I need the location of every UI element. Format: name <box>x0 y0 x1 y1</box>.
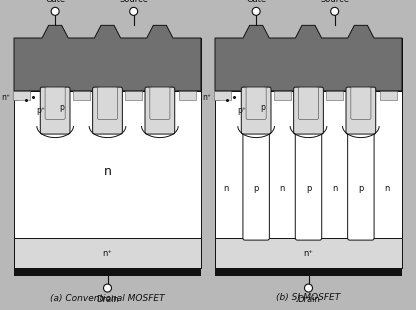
Bar <box>13 91 30 100</box>
Text: Gate: Gate <box>246 0 266 4</box>
FancyBboxPatch shape <box>145 87 175 134</box>
Bar <box>215 238 402 268</box>
Text: (a) Conventional MOSFET: (a) Conventional MOSFET <box>50 294 165 303</box>
Text: n: n <box>384 184 390 193</box>
Text: n: n <box>280 184 285 193</box>
FancyBboxPatch shape <box>97 87 118 119</box>
Bar <box>125 91 142 100</box>
Bar <box>326 91 343 100</box>
Bar <box>73 91 90 100</box>
Circle shape <box>252 7 260 16</box>
Text: p⁺: p⁺ <box>37 106 45 115</box>
Bar <box>14 38 201 91</box>
Bar <box>214 91 231 100</box>
Text: n: n <box>223 184 229 193</box>
Circle shape <box>130 7 138 16</box>
Circle shape <box>305 284 312 292</box>
Text: n⁺: n⁺ <box>304 249 313 258</box>
FancyBboxPatch shape <box>294 87 323 134</box>
Text: Drain: Drain <box>297 295 320 304</box>
Bar <box>179 91 196 100</box>
Text: p⁺: p⁺ <box>238 106 246 115</box>
FancyBboxPatch shape <box>40 87 70 134</box>
Text: p: p <box>306 184 311 193</box>
Text: n: n <box>104 165 111 178</box>
Text: p: p <box>260 103 265 112</box>
FancyBboxPatch shape <box>93 87 122 134</box>
Bar <box>14 38 201 268</box>
FancyBboxPatch shape <box>295 126 322 240</box>
Bar <box>215 38 402 91</box>
Bar <box>381 91 397 100</box>
Polygon shape <box>215 25 402 91</box>
FancyBboxPatch shape <box>298 87 319 119</box>
Text: n⁺: n⁺ <box>1 93 10 102</box>
Text: Source: Source <box>320 0 349 4</box>
FancyBboxPatch shape <box>346 87 376 134</box>
Circle shape <box>51 7 59 16</box>
Text: n⁺: n⁺ <box>202 93 211 102</box>
Bar <box>14 268 201 276</box>
FancyBboxPatch shape <box>246 87 266 119</box>
Text: p: p <box>253 184 259 193</box>
Bar <box>215 38 402 268</box>
Circle shape <box>331 7 339 16</box>
Text: Gate: Gate <box>45 0 65 4</box>
Text: p: p <box>358 184 364 193</box>
Text: n: n <box>332 184 337 193</box>
Circle shape <box>104 284 111 292</box>
Polygon shape <box>14 25 201 91</box>
Bar <box>215 268 402 276</box>
Text: Source: Source <box>119 0 148 4</box>
FancyBboxPatch shape <box>45 87 65 119</box>
Text: n⁺: n⁺ <box>103 249 112 258</box>
FancyBboxPatch shape <box>150 87 170 119</box>
FancyBboxPatch shape <box>241 87 271 134</box>
Text: (b) SJ-MOSFET: (b) SJ-MOSFET <box>276 294 341 303</box>
FancyBboxPatch shape <box>243 126 270 240</box>
FancyBboxPatch shape <box>348 126 374 240</box>
Bar <box>14 238 201 268</box>
Text: Drain: Drain <box>96 295 119 304</box>
Text: p: p <box>59 103 64 112</box>
FancyBboxPatch shape <box>351 87 371 119</box>
Bar <box>274 91 291 100</box>
